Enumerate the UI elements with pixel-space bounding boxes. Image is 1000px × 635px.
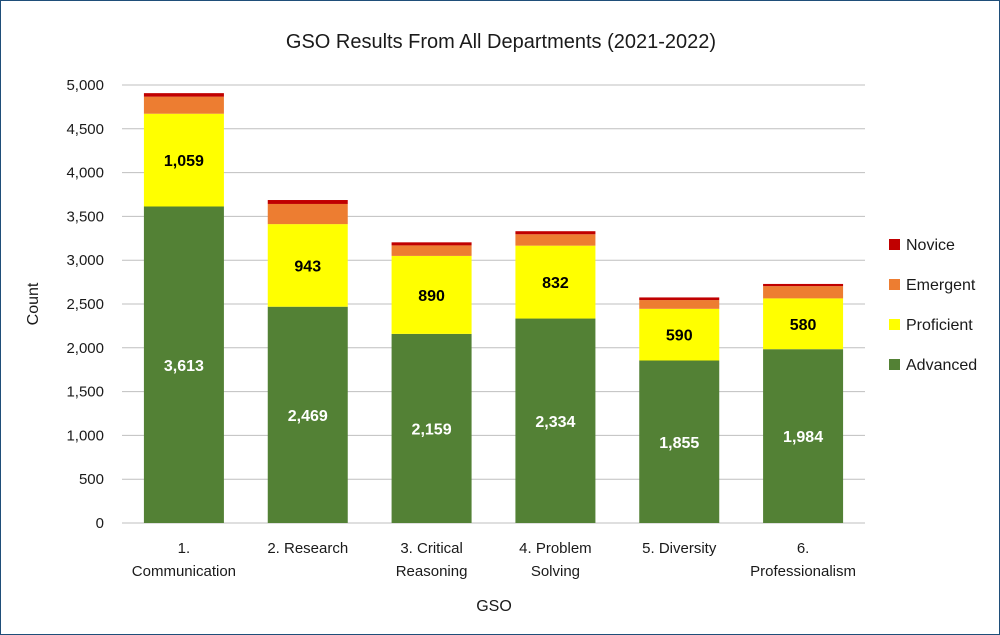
x-tick-label-line: Communication <box>132 563 236 580</box>
x-tick-label-line: Solving <box>531 563 580 580</box>
x-tick-label: 1. Communication <box>132 540 236 580</box>
y-tick-label: 0 <box>96 515 104 532</box>
y-tick-label: 1,500 <box>66 384 104 401</box>
data-label: 2,159 <box>412 421 452 438</box>
bar-segment-emergent <box>143 96 224 114</box>
bar-segment-novice <box>143 93 224 97</box>
data-label: 943 <box>294 258 321 275</box>
data-label: 2,334 <box>535 414 575 431</box>
x-tick-label-line: 3. Critical <box>400 540 463 557</box>
y-tick-label: 3,500 <box>66 208 104 225</box>
data-label: 3,613 <box>164 358 204 375</box>
y-tick-label: 4,000 <box>66 165 104 182</box>
y-tick-label: 1,000 <box>66 427 104 444</box>
bar-segment-novice <box>763 283 844 287</box>
bar-segment-advanced <box>391 333 472 523</box>
data-label: 1,855 <box>659 435 699 452</box>
legend-label-advanced: Advanced <box>906 357 977 374</box>
bar-segment-emergent <box>391 245 472 256</box>
y-axis-ticks: 0 500 1,000 1,500 2,000 2,500 3,000 3,500 4,000 4… <box>66 77 104 532</box>
y-axis-title: Count <box>25 282 42 325</box>
bar-segment-emergent <box>267 203 348 225</box>
gridlines <box>122 84 865 524</box>
x-tick-label-line: 4. Problem <box>519 540 592 557</box>
data-label: 590 <box>666 328 693 345</box>
bar-segment-novice <box>515 231 596 235</box>
bar-segment-proficient <box>143 113 224 207</box>
x-tick-label: 6. Professionalism <box>750 540 856 580</box>
bar-segment-emergent <box>763 286 844 299</box>
legend-label-novice: Novice <box>906 237 955 254</box>
bar-segment-advanced <box>143 206 224 523</box>
bar-segment-advanced <box>267 306 348 523</box>
bar-segment-proficient <box>267 224 348 307</box>
legend-swatch-advanced <box>889 359 900 370</box>
y-tick-label: 5,000 <box>66 77 104 94</box>
data-labels: 3,613 1,059 2,469 943 2,159 890 2,334 832 1,855 5… <box>164 153 823 452</box>
x-tick-label: 4. Problem Solving <box>519 540 592 580</box>
data-label: 890 <box>418 288 445 305</box>
x-axis-ticks: 1. Communication 2. Research 3. Critical Rea… <box>132 540 856 580</box>
y-tick-label: 2,000 <box>66 340 104 357</box>
x-axis-title: GSO <box>476 598 512 615</box>
x-tick-label-line: 1. <box>178 540 191 557</box>
x-tick-label-line: 6. <box>797 540 810 557</box>
bar-segment-proficient <box>391 255 472 334</box>
bar-segment-novice <box>267 200 348 204</box>
data-label: 580 <box>790 317 817 334</box>
bar-segment-proficient <box>639 308 720 361</box>
y-tick-label: 4,500 <box>66 121 104 138</box>
y-tick-label: 3,000 <box>66 252 104 269</box>
y-tick-label: 2,500 <box>66 296 104 313</box>
bar-segment-advanced <box>639 360 720 523</box>
legend-label-emergent: Emergent <box>906 277 976 294</box>
bar-segment-proficient <box>763 298 844 350</box>
data-label: 1,059 <box>164 153 204 170</box>
bar-segment-novice <box>391 242 472 246</box>
y-tick-label: 500 <box>79 471 104 488</box>
bar-segment-advanced <box>515 318 596 523</box>
x-tick-label-line: Professionalism <box>750 563 856 580</box>
x-tick-label: 3. Critical Reasoning <box>396 540 468 580</box>
bar-segment-novice <box>639 297 720 301</box>
bar-segment-emergent <box>639 300 720 309</box>
x-tick-label: 2. Research <box>267 540 348 557</box>
x-tick-label-line: Reasoning <box>396 563 468 580</box>
legend-swatch-emergent <box>889 279 900 290</box>
legend-swatch-novice <box>889 239 900 250</box>
chart-title: GSO Results From All Departments (2021-2… <box>286 31 716 53</box>
x-tick-label-line: 2. Research <box>267 540 348 557</box>
bar-segment-proficient <box>515 245 596 319</box>
bar-segment-emergent <box>515 234 596 246</box>
x-tick-label-line: 5. Diversity <box>642 540 717 557</box>
bars <box>143 93 844 523</box>
legend-swatch-proficient <box>889 319 900 330</box>
data-label: 2,469 <box>288 408 328 425</box>
legend: Novice Emergent Proficient Advanced <box>889 237 977 374</box>
legend-label-proficient: Proficient <box>906 317 973 334</box>
x-tick-label: 5. Diversity <box>642 540 717 557</box>
data-label: 1,984 <box>783 429 823 446</box>
bar-segment-advanced <box>763 349 844 523</box>
data-label: 832 <box>542 275 569 292</box>
